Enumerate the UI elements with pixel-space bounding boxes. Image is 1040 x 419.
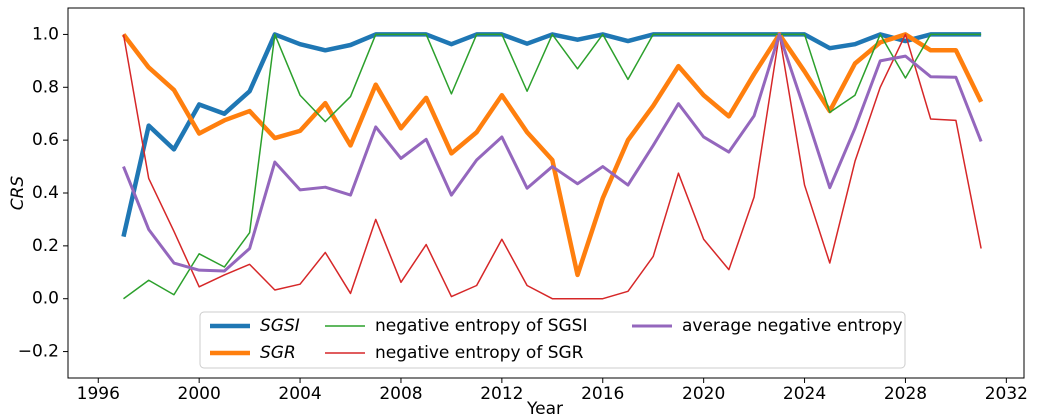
- series-line: [121, 32, 984, 278]
- y-tick-label: 0.4: [32, 183, 59, 203]
- y-tick-label: 0.0: [32, 289, 59, 309]
- x-tick-label: 2008: [379, 384, 422, 404]
- legend-label: negative entropy of SGR: [375, 343, 584, 363]
- y-tick-label: 0.2: [32, 236, 59, 256]
- y-axis-label: CRS: [8, 176, 28, 211]
- x-tick-label: 2032: [985, 384, 1028, 404]
- x-tick-label: 2020: [682, 384, 725, 404]
- legend-label: average negative entropy: [682, 316, 903, 336]
- x-tick-label: 2024: [783, 384, 826, 404]
- series-line: [123, 33, 982, 300]
- y-tick-label: 1.0: [32, 24, 59, 44]
- series-line: [122, 33, 982, 300]
- y-tick-label: 0.8: [32, 77, 59, 97]
- legend-label: SGSI: [260, 316, 300, 336]
- x-tick-label: 2000: [178, 384, 221, 404]
- series-line: [122, 32, 983, 273]
- x-tick-label: 2012: [480, 384, 523, 404]
- y-tick-label: −0.2: [18, 342, 59, 362]
- plot-frame: [67, 7, 1025, 379]
- x-tick-label: 2016: [581, 384, 624, 404]
- x-tick-label: 2004: [278, 384, 321, 404]
- legend-label: negative entropy of SGSI: [375, 316, 587, 336]
- legend-label: SGR: [260, 343, 296, 363]
- x-axis-label: Year: [526, 399, 563, 419]
- y-tick-label: 0.6: [32, 130, 59, 150]
- legend-box: [199, 311, 906, 369]
- x-tick-label: 1996: [77, 384, 120, 404]
- x-tick-label: 2028: [884, 384, 927, 404]
